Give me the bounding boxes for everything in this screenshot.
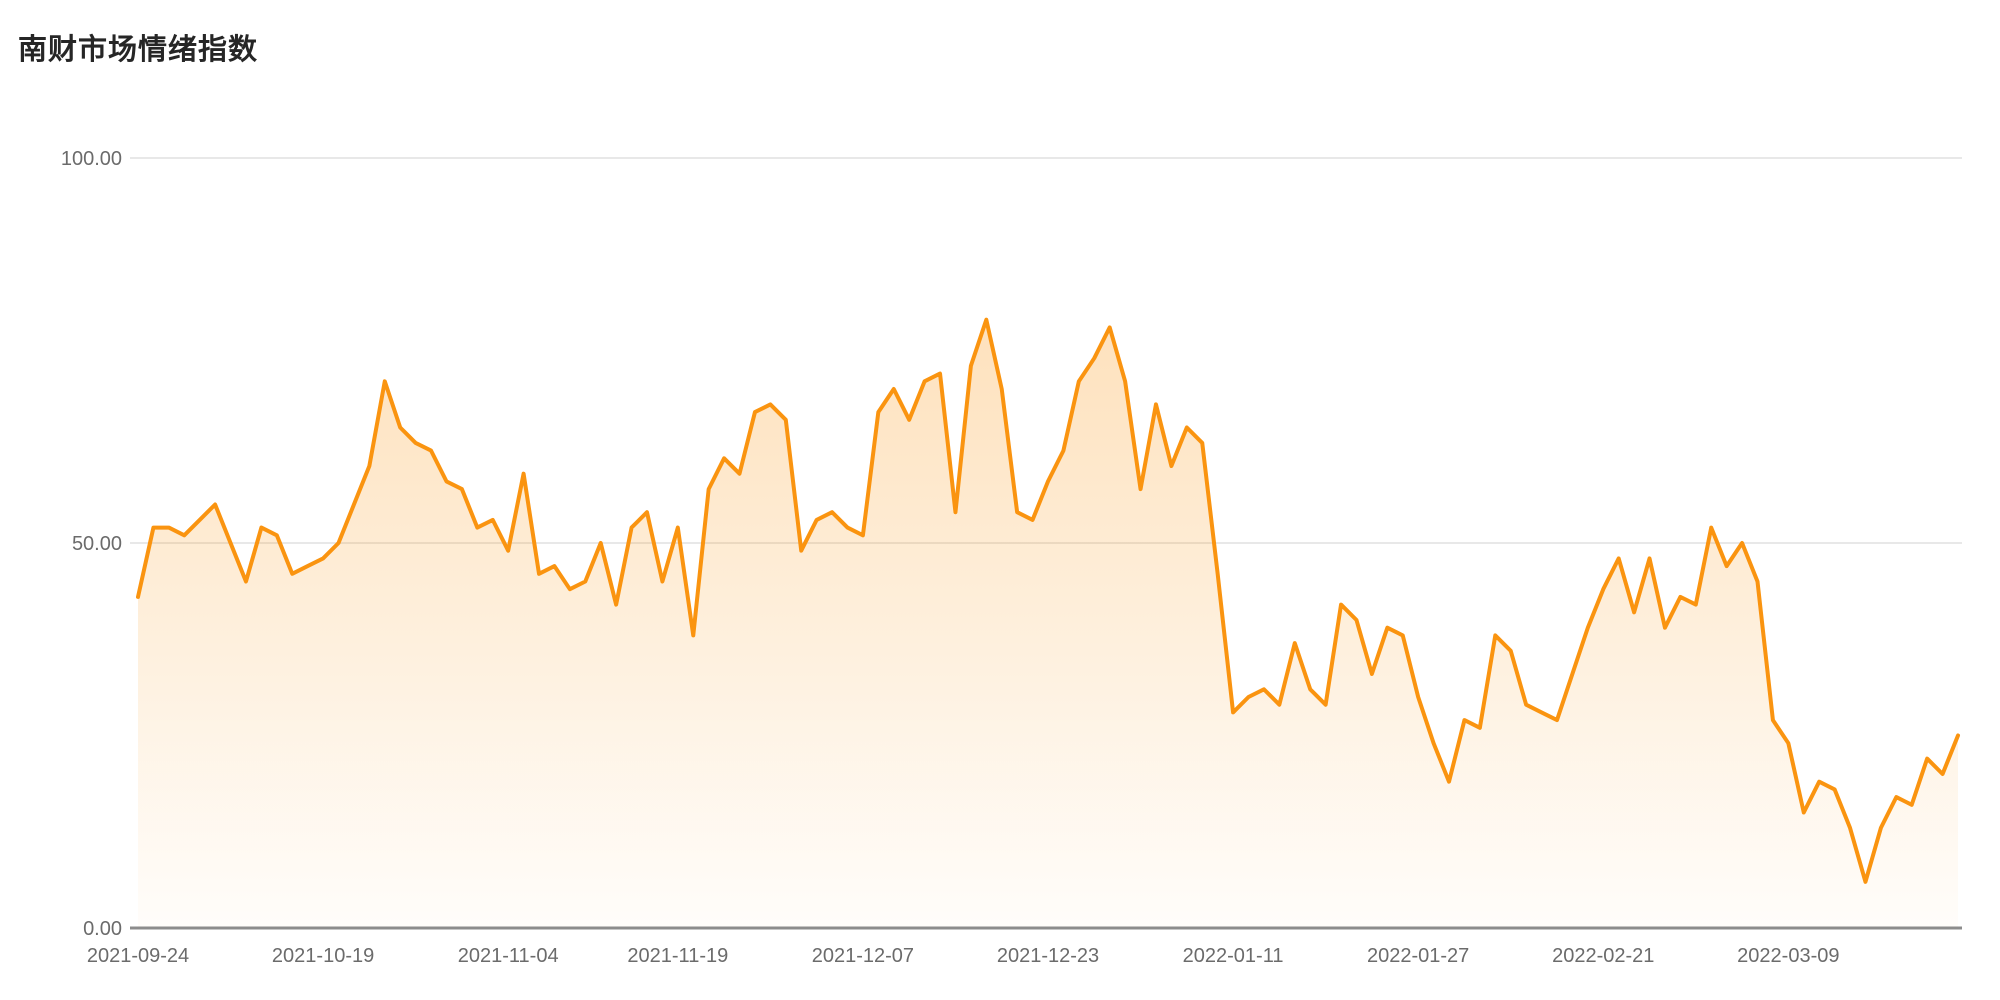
y-axis-label: 0.00 — [83, 918, 122, 940]
x-axis-label: 2022-01-11 — [1183, 945, 1284, 967]
line-series[interactable] — [136, 317, 1960, 884]
chart-title: 南财市场情绪指数 — [18, 34, 259, 66]
y-axis-label: 50.00 — [72, 533, 122, 555]
x-axis-label: 2021-12-07 — [812, 945, 914, 967]
x-axis-label: 2022-03-09 — [1737, 945, 1839, 967]
x-axis-label: 2021-10-19 — [272, 945, 374, 967]
x-axis-label: 2021-09-24 — [87, 945, 189, 967]
x-axis-label: 2021-11-04 — [458, 945, 559, 967]
x-axis-label: 2021-11-19 — [627, 945, 728, 967]
y-axis-label: 100.00 — [61, 148, 122, 170]
x-axis-label: 2022-01-27 — [1367, 945, 1469, 967]
x-axis-label: 2021-12-23 — [997, 945, 1099, 967]
x-axis-label: 2022-02-21 — [1552, 945, 1654, 967]
area-fill — [138, 319, 1958, 928]
